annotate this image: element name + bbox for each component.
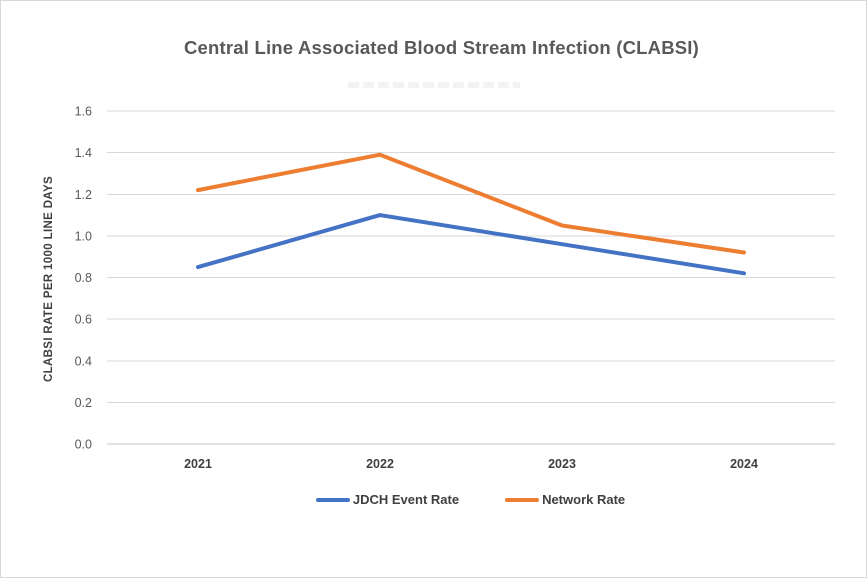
y-tick-label: 0.0 [75,438,92,452]
y-tick-label: 0.4 [75,354,92,368]
legend-label: Network Rate [542,492,626,507]
legend-item-jdch-event-rate: JDCH Event Rate [315,492,460,507]
y-tick-label: 1.2 [75,188,92,202]
legend-item-network-rate: Network Rate [505,492,625,507]
y-tick-label: 1.4 [75,146,92,160]
legend-swatch-icon [505,497,540,502]
legend-swatch-icon [315,497,350,502]
x-tick-label: 2023 [548,457,576,471]
y-tick-label: 0.6 [75,313,92,327]
x-tick-label: 2022 [366,457,394,471]
chart-title: Central Line Associated Blood Stream Inf… [183,37,700,58]
x-tick-label: 2021 [184,457,212,471]
y-tick-label: 1.6 [75,105,92,119]
series-line-jdch-event-rate [196,213,746,276]
series-line-network-rate [196,152,746,255]
y-axis-title: CLABSI RATE PER 1000 LINE DAYS [43,175,55,383]
legend-label: JDCH Event Rate [352,492,460,507]
legend: JDCH Event Rate Network Rate [1,492,866,507]
y-tick-label: 0.8 [75,271,92,285]
x-tick-label: 2024 [730,457,758,471]
y-tick-label: 0.2 [75,396,92,410]
ghost-subtitle [348,82,520,88]
y-tick-label: 1.0 [75,229,92,243]
